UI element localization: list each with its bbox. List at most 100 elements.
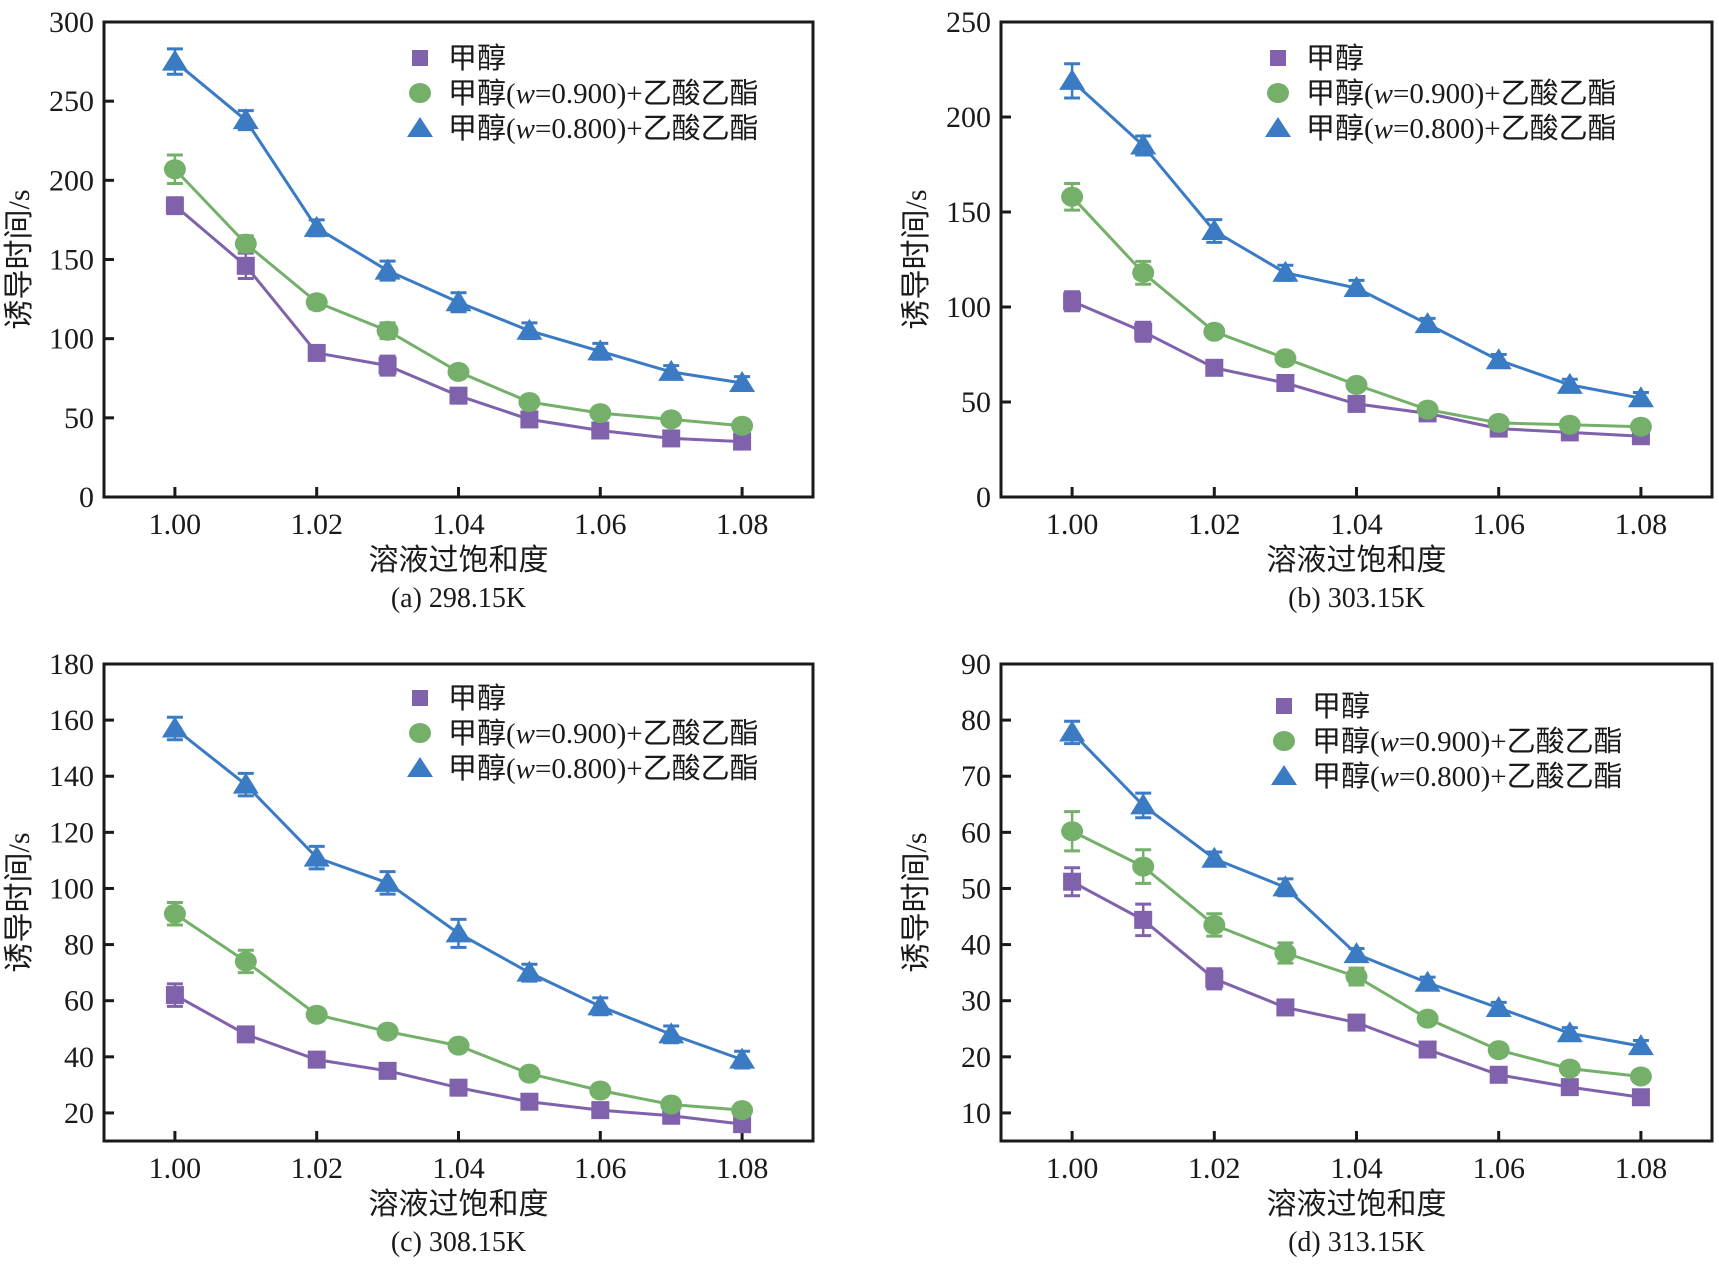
y-tick-label: 0: [79, 481, 94, 514]
data-point: [1558, 1058, 1581, 1079]
data-point: [1059, 720, 1086, 742]
data-point: [733, 432, 752, 451]
data-point: [449, 386, 468, 405]
legend-label: 甲醇(w=0.900)+乙酸乙酯: [1306, 77, 1617, 110]
x-tick-label: 1.06: [574, 1152, 627, 1185]
chart-svg-b: 0 50 100 150 200 250 1.00 1.02 1.04 1.06 1.08 溶液过饱和…: [900, 6, 1714, 614]
x-tick-label: 1.00: [149, 1152, 202, 1185]
data-point: [1130, 133, 1157, 155]
y-tick-label: 30: [961, 985, 991, 1018]
data-point: [729, 1047, 756, 1069]
y-tick-label: 90: [961, 648, 991, 681]
data-point: [733, 1115, 752, 1134]
data-point: [376, 1021, 399, 1042]
legend-marker-circle: [409, 723, 431, 743]
x-tick-label: 1.00: [1046, 508, 1099, 541]
data-point: [1059, 68, 1086, 90]
data-point: [1345, 374, 1368, 395]
legend-label: 甲醇: [1312, 690, 1370, 723]
legend-marker-square: [412, 50, 428, 66]
y-tick-label: 20: [961, 1041, 991, 1074]
legend-item: 甲醇: [412, 42, 506, 75]
data-point: [307, 1050, 326, 1069]
x-tick-label: 1.02: [1188, 1152, 1241, 1185]
legend-marker-square: [412, 690, 428, 706]
y-tick-label: 160: [49, 704, 94, 737]
legend-item: 甲醇: [412, 682, 506, 715]
data-point: [234, 233, 257, 254]
data-point: [445, 921, 472, 943]
data-point: [589, 403, 612, 424]
data-point: [1416, 399, 1439, 420]
legend-item: 甲醇(w=0.900)+乙酸乙酯: [1273, 725, 1623, 758]
data-point: [1485, 996, 1512, 1018]
x-tick-label: 1.08: [1615, 1152, 1668, 1185]
chart-caption: (c) 308.15K: [391, 1227, 526, 1258]
x-axis-label: 溶液过饱和度: [369, 544, 549, 577]
legend-label: 甲醇: [448, 42, 506, 75]
data-point: [587, 994, 614, 1016]
data-point: [374, 870, 401, 892]
data-point: [1629, 416, 1652, 437]
data-point: [378, 356, 397, 375]
series-line: [1071, 299, 1641, 438]
data-point: [165, 986, 184, 1005]
chart-caption: (b) 303.15K: [1288, 583, 1425, 614]
series-2: [163, 153, 754, 436]
data-point: [518, 392, 541, 412]
chart-panel-a: 0 50 100 150 200 250 300 1.00 1.02 1.04 1.06 1.08 溶液…: [0, 0, 860, 620]
data-point: [1343, 276, 1370, 297]
data-point: [376, 320, 399, 341]
legend-marker-triangle: [407, 117, 433, 137]
data-point: [1418, 1040, 1437, 1059]
data-point: [447, 1035, 470, 1056]
y-tick-label: 60: [961, 816, 991, 849]
x-tick-label: 1.06: [1472, 1152, 1525, 1185]
legend-marker-triangle: [1271, 765, 1297, 785]
data-point: [520, 410, 539, 429]
data-point: [1416, 1008, 1439, 1029]
legend-item: 甲醇: [1270, 42, 1364, 75]
data-point: [1485, 348, 1512, 370]
data-point: [374, 258, 401, 280]
y-axis: 10 20 30 40 50 60 70 80 90: [961, 648, 1011, 1130]
series-3: [1059, 719, 1654, 1056]
data-point: [1345, 966, 1368, 987]
legend-marker-triangle: [407, 757, 433, 777]
data-point: [1487, 412, 1510, 433]
y-tick-label: 70: [961, 760, 991, 793]
legend-item: 甲醇(w=0.900)+乙酸乙酯: [409, 717, 759, 750]
series-1: [165, 196, 752, 451]
legend-label: 甲醇(w=0.900)+乙酸乙酯: [448, 717, 759, 750]
y-tick-label: 250: [49, 85, 94, 118]
x-tick-label: 1.08: [1615, 508, 1668, 541]
data-point: [1414, 970, 1441, 992]
data-point: [1203, 914, 1226, 935]
data-point: [660, 409, 683, 430]
legend-label: 甲醇(w=0.900)+乙酸乙酯: [1312, 725, 1623, 758]
legend-marker-circle: [409, 83, 431, 103]
data-point: [447, 361, 470, 382]
y-axis-label: 诱导时间/s: [900, 832, 933, 972]
data-point: [1556, 1021, 1583, 1043]
legend-label: 甲醇(w=0.800)+乙酸乙酯: [448, 112, 759, 145]
y-tick-label: 100: [49, 872, 94, 905]
chart-panel-c: 20 40 60 80 100 120 140 160 180 1.00 1.02 1.04 1.06 1…: [0, 640, 860, 1267]
y-tick-label: 200: [49, 164, 94, 197]
data-point: [1627, 386, 1654, 408]
data-point: [305, 1004, 328, 1025]
chart-panel-b: 0 50 100 150 200 250 1.00 1.02 1.04 1.06 1.08 溶液过饱和…: [860, 0, 1719, 620]
x-tick-label: 1.08: [716, 508, 769, 541]
data-point: [1272, 875, 1299, 897]
chart-panel-d: 10 20 30 40 50 60 70 80 90 1.00 1.02 1.04 1.06 1.08 溶液…: [860, 640, 1719, 1267]
x-axis-label: 溶液过饱和度: [1267, 544, 1447, 577]
data-point: [729, 371, 756, 392]
series-1: [1063, 866, 1650, 1107]
y-tick-label: 180: [49, 648, 94, 681]
series-line: [174, 993, 743, 1126]
legend-item: 甲醇(w=0.900)+乙酸乙酯: [1267, 77, 1617, 110]
data-point: [516, 960, 543, 982]
legend-marker-square: [1276, 698, 1292, 714]
data-point: [518, 1063, 541, 1084]
